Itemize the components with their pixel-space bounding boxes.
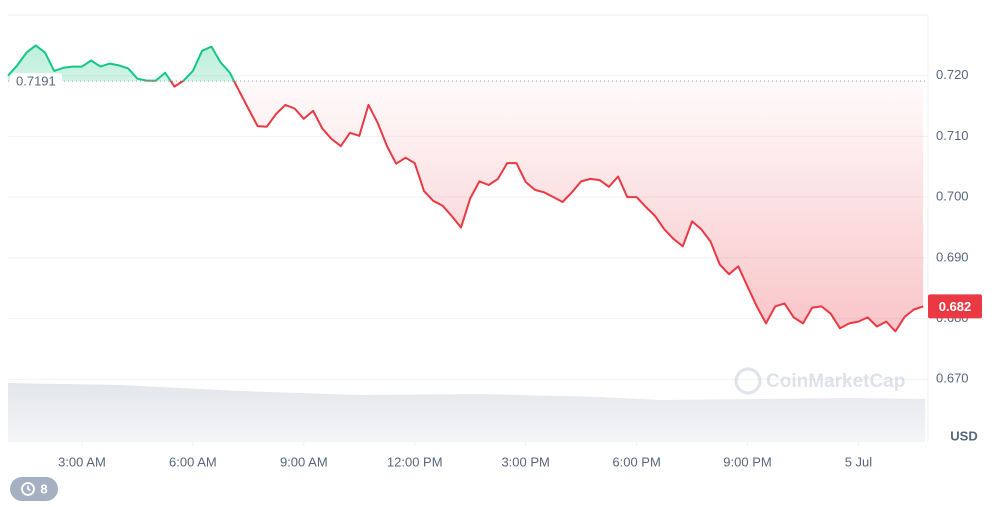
baseline-label: 0.7191	[16, 74, 56, 89]
y-tick-label: 0.720	[936, 67, 969, 82]
price-line	[7, 44, 924, 333]
x-tick-label: 6:00 PM	[612, 454, 660, 469]
history-icon[interactable]	[21, 482, 35, 496]
history-icon-hand[interactable]	[27, 485, 31, 492]
watermark: CoinMarketCap	[734, 367, 905, 395]
x-tick-label: 12:00 PM	[387, 454, 443, 469]
x-tick-label: 3:00 PM	[501, 454, 549, 469]
y-tick-label: 0.710	[936, 128, 969, 143]
y-unit: USD	[950, 428, 977, 443]
volume-area	[8, 383, 925, 442]
current-price-bg	[928, 294, 982, 319]
x-tick-label: 3:00 AM	[58, 454, 106, 469]
y-tick-label: 0.700	[936, 189, 969, 204]
current-price-label: 0.682	[939, 299, 972, 314]
x-tick-label: 5 Jul	[845, 454, 873, 469]
x-tick-label: 9:00 PM	[723, 454, 771, 469]
baseline-label-bg	[10, 73, 62, 91]
y-tick-label: 0.690	[936, 249, 969, 264]
badge-count[interactable]: 8	[40, 481, 47, 496]
history-badge[interactable]: 8	[10, 477, 58, 501]
x-tick-label: 6:00 AM	[169, 454, 217, 469]
watermark-logo	[734, 367, 762, 395]
y-tick-label: 0.670	[936, 371, 969, 386]
price-area	[8, 45, 924, 332]
watermark-text: CoinMarketCap	[766, 371, 905, 392]
x-tick-label: 9:00 AM	[280, 454, 328, 469]
